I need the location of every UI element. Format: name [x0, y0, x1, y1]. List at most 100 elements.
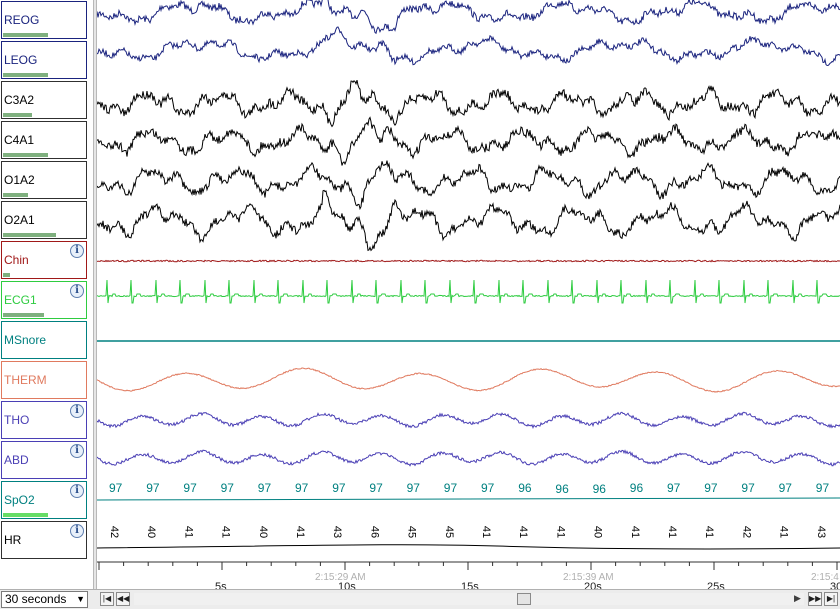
spo2-value: 97	[704, 481, 718, 495]
channel-name: THERM	[4, 373, 47, 387]
abd-trace	[97, 449, 840, 467]
channel-label-o2a1[interactable]: O2A1	[1, 201, 87, 239]
spo2-value: 97	[407, 481, 421, 495]
hr-value: 41	[554, 526, 566, 538]
info-icon[interactable]: i	[70, 404, 84, 418]
channel-label-chin[interactable]: Chin i	[1, 241, 87, 279]
chevron-down-icon[interactable]: ▼	[76, 594, 85, 604]
clock-time-label: 2:15:29 AM	[315, 572, 366, 583]
hr-value: 45	[443, 526, 455, 538]
channel-gain-bar	[3, 313, 44, 317]
hr-value: 43	[815, 526, 827, 538]
tho-trace	[97, 411, 840, 429]
hr-value: 40	[145, 526, 157, 538]
spo2-value: 96	[593, 482, 607, 496]
panel-divider[interactable]	[93, 0, 97, 589]
spo2-value: 96	[555, 482, 569, 496]
channel-label-therm[interactable]: THERM	[1, 361, 87, 399]
waveform-area[interactable]: 97 97 97 97 97 97 97 97 97 97 97 96 96 96 96 97 97 97 97 97…	[97, 0, 840, 589]
spo2-value: 97	[332, 481, 346, 495]
channel-gain-bar	[3, 113, 32, 117]
info-icon[interactable]: i	[70, 444, 84, 458]
next-page-button[interactable]: ▶▶	[808, 592, 822, 606]
hr-value: 41	[778, 526, 790, 538]
channel-gain-bar	[3, 73, 48, 77]
c3a2-trace	[97, 79, 840, 128]
hr-value: 46	[368, 526, 380, 538]
hr-value: 41	[182, 526, 194, 538]
therm-trace	[97, 367, 840, 393]
channel-gain-bar	[3, 513, 48, 517]
channel-gain-bar	[3, 273, 10, 277]
ecg1-trace	[97, 279, 840, 304]
info-icon[interactable]: i	[70, 484, 84, 498]
channel-label-abd[interactable]: ABD i	[1, 441, 87, 479]
channel-label-hr[interactable]: HR i	[1, 521, 87, 559]
channel-label-leog[interactable]: LEOG	[1, 41, 87, 79]
hr-value: 42	[108, 526, 120, 538]
spo2-value: 97	[109, 481, 123, 495]
axis-tick-label: 30	[830, 581, 840, 589]
channel-label-msnore[interactable]: MSnore	[1, 321, 87, 359]
hr-value: 41	[666, 526, 678, 538]
hr-value: 40	[592, 526, 604, 538]
spo2-value: 97	[183, 481, 197, 495]
last-page-button[interactable]: ▶|	[824, 592, 838, 606]
spo2-value: 97	[667, 481, 681, 495]
epoch-length-select[interactable]: 30 seconds ▼	[1, 591, 88, 608]
channel-name: THO	[4, 413, 30, 427]
hr-value: 41	[220, 526, 232, 538]
channel-label-c4a1[interactable]: C4A1	[1, 121, 87, 159]
navigation-bar: 30 seconds ▼ |◀ ◀◀ ◀ ▶ ▶▶ ▶|	[0, 589, 840, 609]
first-page-button[interactable]: |◀	[100, 592, 114, 606]
spo2-value: 96	[518, 481, 532, 495]
axis-tick-label: 5s	[215, 581, 227, 589]
spo2-value: 97	[369, 481, 383, 495]
channel-name: REOG	[4, 13, 40, 27]
clock-time-label: 2:15:39 AM	[563, 572, 614, 583]
axis-tick-label: 15s	[461, 581, 479, 589]
spo2-value: 97	[221, 481, 235, 495]
channel-label-ecg1[interactable]: ECG1 i	[1, 281, 87, 319]
hr-value: 45	[406, 526, 418, 538]
scroll-right-icon[interactable]: ▶	[794, 593, 801, 603]
channel-name: LEOG	[4, 53, 38, 67]
channel-name: HR	[4, 533, 22, 547]
prev-page-button[interactable]: ◀◀	[116, 592, 130, 606]
channel-label-tho[interactable]: THO i	[1, 401, 87, 439]
leog-trace	[97, 26, 840, 67]
info-icon[interactable]: i	[70, 524, 84, 538]
spo2-value: 97	[816, 481, 830, 495]
channel-gain-bar	[3, 33, 48, 37]
timeline-scroll-thumb[interactable]	[517, 593, 531, 605]
o1a2-trace	[97, 160, 840, 211]
epoch-length-value: 30 seconds	[5, 592, 67, 606]
channel-gain-bar	[3, 193, 28, 197]
hr-value: 41	[629, 526, 641, 538]
channel-gain-bar	[3, 233, 56, 237]
channel-name: SpO2	[4, 493, 35, 507]
spo2-value: 97	[258, 481, 272, 495]
hr-value: 41	[294, 526, 306, 538]
channel-name: C3A2	[4, 93, 35, 107]
channel-name: ABD	[4, 453, 29, 467]
channel-name: Chin	[4, 253, 29, 267]
channel-label-spo2[interactable]: SpO2 i	[1, 481, 87, 519]
info-icon[interactable]: i	[70, 284, 84, 298]
hr-trace	[97, 544, 840, 550]
timeline-scrollbar[interactable]	[134, 593, 804, 605]
hr-value: 41	[517, 526, 529, 538]
channel-label-reog[interactable]: REOG	[1, 1, 87, 39]
hr-value: 41	[480, 526, 492, 538]
channel-name: ECG1	[4, 293, 37, 307]
axis-tick-label: 10s	[338, 581, 356, 589]
spo2-value: 97	[146, 481, 160, 495]
channel-label-o1a2[interactable]: O1A2	[1, 161, 87, 199]
axis-tick-label: 25s	[707, 581, 725, 589]
spo2-value: 97	[741, 481, 755, 495]
clock-time-label: 2:15:4	[811, 572, 839, 583]
spo2-value: 97	[444, 481, 458, 495]
channel-label-c3a2[interactable]: C3A2	[1, 81, 87, 119]
o2a1-trace	[97, 189, 840, 252]
info-icon[interactable]: i	[70, 244, 84, 258]
